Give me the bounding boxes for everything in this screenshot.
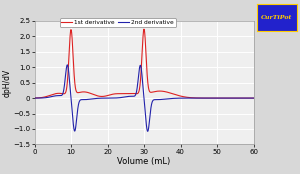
2nd derivative	[117, 97, 120, 99]
1st derivative	[224, 97, 227, 99]
1st derivative	[142, 28, 146, 30]
Text: CurTiPot: CurTiPot	[261, 15, 292, 20]
Line: 1st derivative: 1st derivative	[34, 29, 254, 98]
Line: 2nd derivative: 2nd derivative	[34, 65, 254, 131]
1st derivative	[252, 97, 255, 99]
2nd derivative	[71, 115, 74, 117]
1st derivative	[33, 97, 36, 99]
Y-axis label: dpH/dV: dpH/dV	[3, 69, 12, 97]
2nd derivative	[146, 130, 149, 132]
2nd derivative	[65, 64, 69, 66]
1st derivative	[58, 92, 61, 94]
2nd derivative	[248, 97, 251, 99]
1st derivative	[71, 44, 74, 46]
2nd derivative	[126, 95, 130, 97]
2nd derivative	[58, 95, 61, 97]
X-axis label: Volume (mL): Volume (mL)	[117, 157, 171, 166]
Legend: 1st derivative, 2nd derivative: 1st derivative, 2nd derivative	[60, 18, 176, 27]
2nd derivative	[33, 97, 36, 99]
2nd derivative	[252, 97, 255, 99]
1st derivative	[248, 97, 251, 99]
2nd derivative	[224, 97, 228, 99]
1st derivative	[117, 93, 120, 95]
1st derivative	[126, 92, 130, 94]
